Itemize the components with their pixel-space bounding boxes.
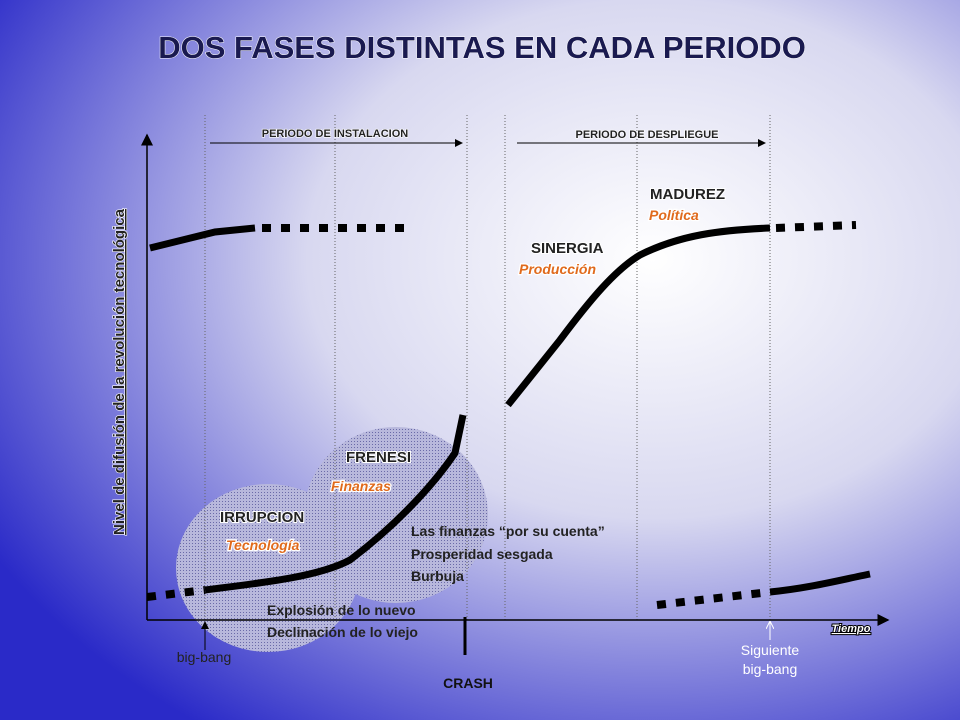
marker-label: CRASH	[443, 675, 493, 691]
note: Las finanzas “por su cuenta”	[411, 523, 605, 539]
phase-sector: Tecnología	[226, 537, 300, 553]
phase-name: IRRUPCION	[220, 509, 304, 526]
curve	[149, 224, 256, 252]
phase-sector: Política	[649, 207, 699, 223]
curve	[505, 224, 771, 408]
phase-sector: Producción	[519, 261, 596, 277]
curve	[204, 414, 467, 594]
phase-name: FRENESI	[346, 449, 411, 466]
curves	[146, 221, 871, 609]
phase-name: MADUREZ	[650, 186, 725, 203]
period-label: PERIODO DE INSTALACION	[262, 128, 409, 140]
marker-label: big-bang	[743, 661, 798, 677]
note: Explosión de lo nuevo	[267, 602, 416, 618]
note: Burbuja	[411, 568, 464, 584]
title: DOS FASES DISTINTAS EN CADA PERIODO	[158, 30, 806, 65]
curve-dashed	[775, 221, 857, 232]
guides	[204, 115, 771, 620]
marker-label: Siguiente	[741, 642, 800, 658]
phase-sector: Finanzas	[331, 478, 391, 494]
phase-name: SINERGIA	[531, 240, 604, 257]
x-axis-label: Tiempo	[832, 623, 871, 635]
marker-label: big-bang	[177, 649, 232, 665]
curve	[769, 570, 871, 596]
period-label: PERIODO DE DESPLIEGUE	[575, 129, 718, 141]
y-axis-label: Nivel de difusión de la revolución tecno…	[111, 208, 128, 535]
note: Declinación de lo viejo	[267, 624, 418, 640]
note: Prosperidad sesgada	[411, 546, 553, 562]
